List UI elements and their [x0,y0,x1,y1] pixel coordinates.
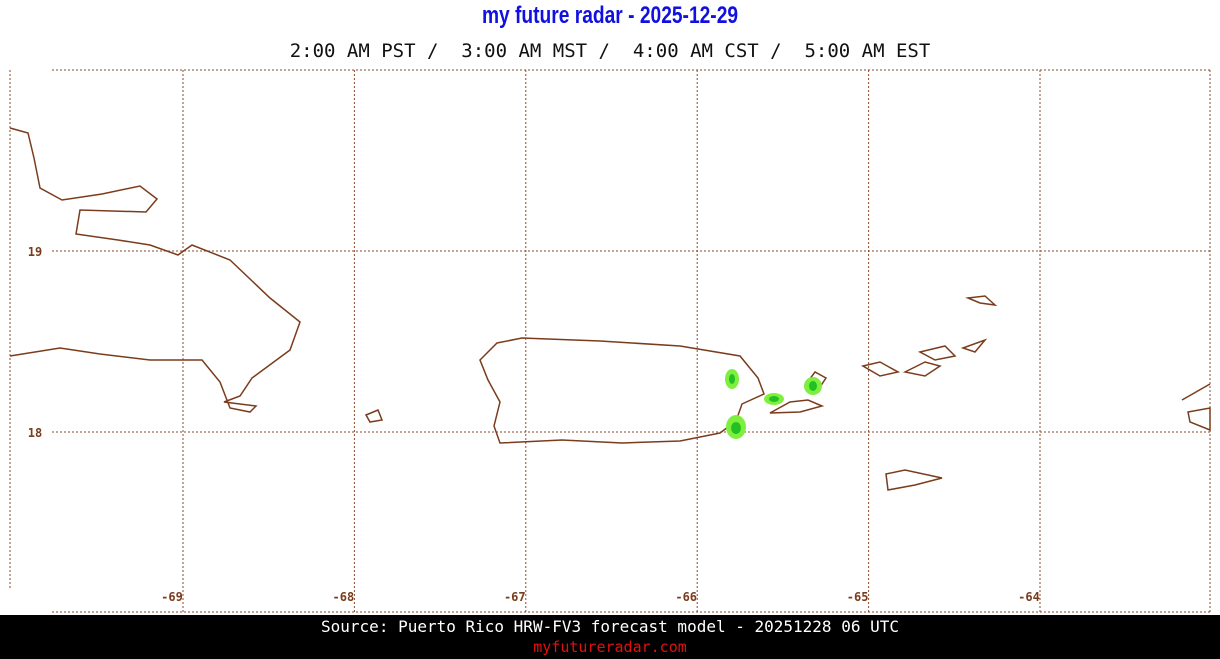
radar-echoes [725,369,822,439]
lon-label: -65 [847,590,869,604]
lon-label: -68 [333,590,355,604]
time-zones: 2:00 AM PST / 3:00 AM MST / 4:00 AM CST … [289,40,931,62]
lon-label: -66 [675,590,697,604]
map: -69 -68 -67 -66 -65 -64 19 18 [9,69,1211,613]
frame [9,69,1211,613]
lat-label: 19 [28,245,42,259]
source: Source: Puerto Rico HRW-FV3 forecast mod… [321,617,899,636]
lon-label: -69 [161,590,183,604]
graticule: -69 -68 -67 -66 -65 -64 19 18 [28,70,1210,612]
site-link[interactable]: myfutureradar.com [533,638,687,656]
lon-label: -67 [504,590,526,604]
coastlines [9,127,1211,491]
lat-label: 18 [28,426,42,440]
footer: Source: Puerto Rico HRW-FV3 forecast mod… [0,615,1220,659]
title: my future radar - 2025-12-29 [481,2,739,29]
lon-label: -64 [1018,590,1040,604]
